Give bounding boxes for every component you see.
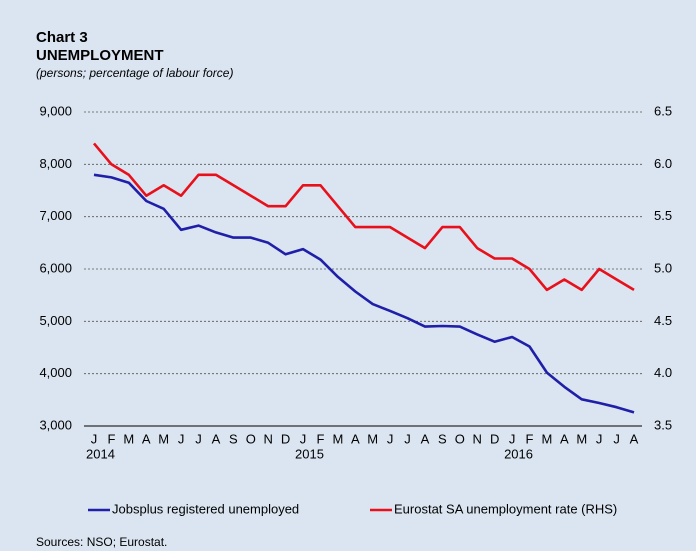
x-tick-label: A — [142, 431, 151, 446]
x-tick-label: M — [332, 431, 343, 446]
x-tick-label: M — [576, 431, 587, 446]
x-tick-label: J — [91, 431, 98, 446]
x-tick-label: J — [596, 431, 603, 446]
x-tick-label: M — [367, 431, 378, 446]
x-tick-label: D — [490, 431, 499, 446]
y2-tick-label: 5.0 — [654, 260, 672, 275]
x-tick-label: J — [195, 431, 202, 446]
y2-tick-label: 3.5 — [654, 417, 672, 432]
y2-tick-label: 4.0 — [654, 365, 672, 380]
x-tick-label: A — [630, 431, 639, 446]
x-tick-label: S — [438, 431, 447, 446]
x-tick-label: F — [107, 431, 115, 446]
x-tick-label: M — [123, 431, 134, 446]
units-note: (persons; percentage of labour force) — [36, 66, 233, 80]
x-tick-label: J — [509, 431, 516, 446]
x-tick-label: A — [351, 431, 360, 446]
x-tick-label: J — [404, 431, 411, 446]
chart-title: Chart 3 — [36, 29, 88, 46]
year-label: 2015 — [295, 446, 324, 461]
legend-label: Eurostat SA unemployment rate (RHS) — [394, 501, 617, 516]
source: Sources: NSO; Eurostat. — [36, 535, 167, 549]
legend-label: Jobsplus registered unemployed — [112, 501, 299, 516]
x-tick-label: J — [387, 431, 394, 446]
x-tick-label: D — [281, 431, 290, 446]
year-label: 2016 — [504, 446, 533, 461]
y-tick-label: 7,000 — [39, 208, 72, 223]
y-tick-label: 3,000 — [39, 417, 72, 432]
series-line — [93, 173, 635, 414]
x-tick-label: J — [613, 431, 620, 446]
x-tick-label: F — [316, 431, 324, 446]
series-line — [93, 142, 635, 292]
x-tick-label: F — [526, 431, 534, 446]
y2-tick-label: 6.5 — [654, 103, 672, 118]
x-tick-label: M — [158, 431, 169, 446]
x-tick-label: A — [560, 431, 569, 446]
y-tick-label: 5,000 — [39, 313, 72, 328]
x-tick-label: S — [229, 431, 238, 446]
x-tick-label: J — [300, 431, 307, 446]
y2-tick-label: 4.5 — [654, 313, 672, 328]
y-tick-label: 9,000 — [39, 103, 72, 118]
x-tick-label: O — [246, 431, 256, 446]
y2-tick-label: 5.5 — [654, 208, 672, 223]
y-tick-label: 6,000 — [39, 260, 72, 275]
chart-subtitle: UNEMPLOYMENT — [36, 47, 164, 64]
x-tick-label: A — [421, 431, 430, 446]
x-tick-label: O — [455, 431, 465, 446]
y2-tick-label: 6.0 — [654, 156, 672, 171]
x-tick-label: J — [178, 431, 185, 446]
y-tick-label: 4,000 — [39, 365, 72, 380]
x-tick-label: M — [541, 431, 552, 446]
x-tick-label: N — [263, 431, 272, 446]
x-tick-label: A — [212, 431, 221, 446]
y-tick-label: 8,000 — [39, 156, 72, 171]
x-tick-label: N — [473, 431, 482, 446]
year-label: 2014 — [86, 446, 115, 461]
